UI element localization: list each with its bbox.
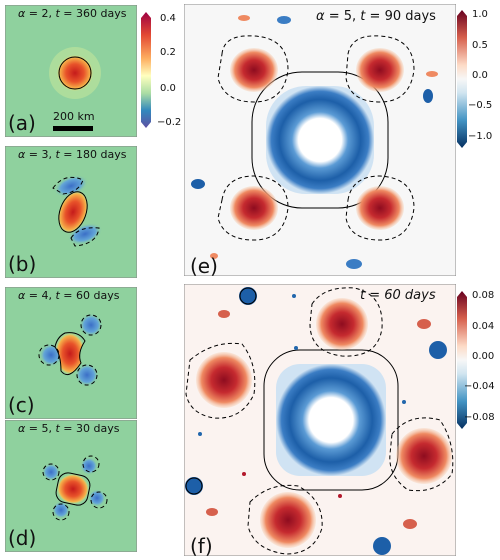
panel-c-title: α = 4, t = 60 days [18,289,120,302]
colorbar-e-tick: −0.5 [468,100,493,111]
panel-f-title: t = 60 days [360,288,436,303]
panel-a [5,5,137,137]
panel-d-title: α = 5, t = 30 days [18,422,120,435]
colorbar-f-tick: 0.04 [472,321,495,332]
panel-d-label: (d) [8,526,37,550]
panel-b [5,146,137,278]
colorbar-f-tick: 0.08 [472,290,495,301]
colorbar-e [457,10,467,148]
panel-c [5,287,137,419]
panel-d [5,420,137,552]
colorbar-e-tick: 1.0 [472,9,488,20]
panel-e-field [184,4,456,276]
colorbar-e-tick: −1.0 [468,131,493,142]
panel-f-field [184,284,456,556]
panel-c-field [5,287,137,419]
panel-f-label: (f) [190,534,213,558]
colorbar-f-tick: −0.04 [464,381,495,392]
colorbar-small-tick: −0.2 [157,117,182,128]
panel-c-label: (c) [8,393,35,417]
panel-a-label: (a) [8,111,36,135]
colorbar-small-tick: 0.0 [160,83,176,94]
colorbar-e-tick: 0.0 [472,70,488,81]
panel-a-title: α = 2, t = 360 days [18,7,127,20]
colorbar-small [141,12,151,128]
panel-b-label: (b) [8,252,37,276]
colorbar-small-tick: 0.2 [160,47,176,58]
panel-b-title: α = 3, t = 180 days [18,148,127,161]
scale-bar-label: 200 km [53,110,95,123]
panel-e-label: (e) [190,254,218,278]
colorbar-e-tick: 0.5 [472,40,488,51]
colorbar-f [457,291,467,429]
panel-d-field [5,420,137,552]
colorbar-f-tick: −0.08 [464,412,495,423]
panel-e [184,4,456,276]
panel-e-title: α = 5, t = 90 days [316,9,436,24]
panel-f [184,284,456,556]
scale-bar [53,126,93,131]
panel-b-field [5,146,137,278]
panel-a-field [5,5,137,137]
colorbar-f-tick: 0.00 [472,351,495,362]
colorbar-small-tick: 0.4 [160,13,176,24]
